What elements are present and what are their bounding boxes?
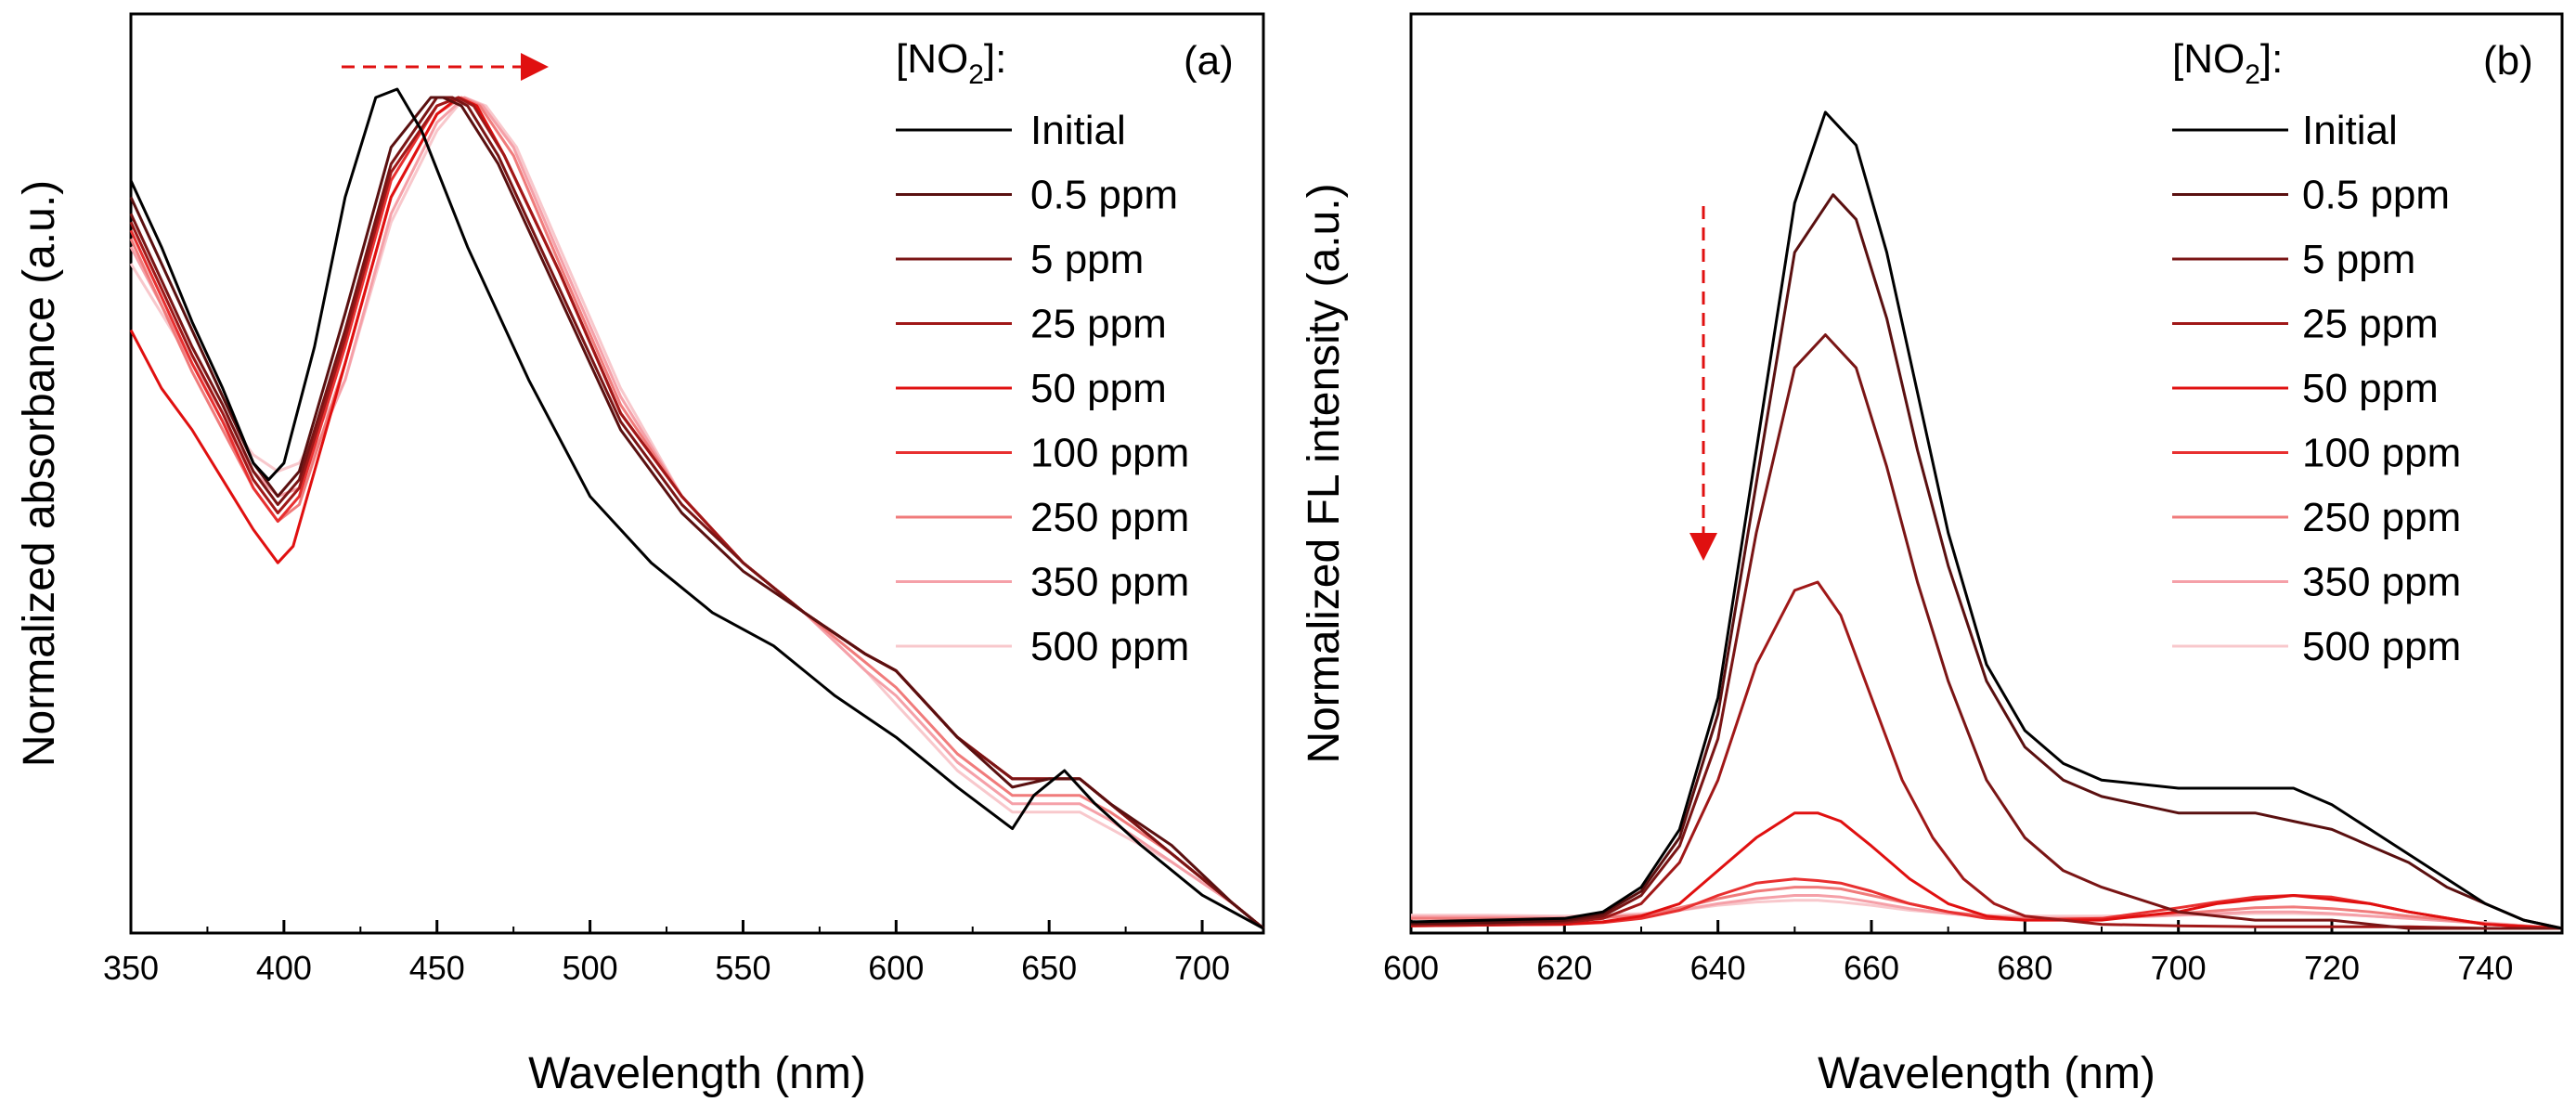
x-tick-label: 450 — [409, 949, 465, 987]
y-axis-title-a: Normalized absorbance (a.u.) — [15, 180, 64, 767]
x-tick-label: 600 — [868, 949, 924, 987]
x-tick-label: 550 — [715, 949, 770, 987]
legend-label: 350 ppm — [2302, 560, 2461, 605]
legend-label: 250 ppm — [1030, 495, 1189, 540]
legend-title-a: [NO2]: — [896, 36, 1006, 90]
series-line-100-ppm — [1410, 877, 2563, 930]
series-lines-a — [129, 87, 1264, 930]
panel-label-a: (a) — [1184, 38, 1234, 84]
series-line-Initial — [1410, 110, 2563, 930]
x-tick-label: 620 — [1536, 949, 1592, 987]
series-line-0_5-ppm — [129, 96, 1264, 930]
series-lines-b — [1410, 110, 2563, 930]
x-tick-label: 650 — [1021, 949, 1077, 987]
y-axis-title-b: Normalized FL intensity (a.u.) — [1300, 183, 1349, 763]
legend-a: Initial 0.5 ppm 5 ppm 25 ppm 50 ppm 100 ppm 25… — [896, 108, 1189, 669]
x-tick-label: 400 — [256, 949, 312, 987]
legend-label: 250 ppm — [2302, 495, 2461, 540]
legend-label: 500 ppm — [1030, 624, 1189, 669]
x-tick-label: 740 — [2457, 949, 2513, 987]
legend-label: 25 ppm — [1030, 302, 1167, 347]
series-line-5-ppm — [1410, 333, 2562, 930]
series-line-500-ppm — [129, 96, 1264, 930]
x-ticks-b: 600 620 640 660 680 700 720 740 — [1383, 920, 2513, 987]
series-line-0_5-ppm — [1410, 193, 2563, 930]
legend-title-b: [NO2]: — [2172, 36, 2283, 90]
legend-label: 500 ppm — [2302, 624, 2461, 669]
plot-frame-b — [1409, 12, 2564, 935]
x-tick-label: 600 — [1383, 949, 1439, 987]
legend-label: 5 ppm — [2302, 237, 2415, 282]
legend-label: 350 ppm — [1030, 560, 1189, 605]
series-line-Initial — [129, 87, 1264, 930]
x-tick-label: 640 — [1690, 949, 1746, 987]
legend-label: 100 ppm — [2302, 431, 2461, 476]
panel-label-b: (b) — [2483, 38, 2533, 84]
x-tick-label: 350 — [103, 949, 159, 987]
series-line-50-ppm — [1410, 811, 2563, 930]
legend-label: 50 ppm — [1030, 366, 1167, 411]
x-tick-label: 720 — [2304, 949, 2360, 987]
plot-frame-a — [129, 12, 1265, 935]
x-tick-label: 500 — [563, 949, 618, 987]
legend-label: 5 ppm — [1030, 237, 1144, 282]
series-line-350-ppm — [129, 96, 1264, 930]
x-axis-title-b: Wavelength (nm) — [1818, 1049, 2155, 1098]
legend-label: 25 ppm — [2302, 302, 2439, 347]
legend-b: Initial 0.5 ppm 5 ppm 25 ppm 50 ppm 100 ppm 25… — [2172, 108, 2461, 669]
x-axis-title-a: Wavelength (nm) — [528, 1049, 866, 1098]
x-tick-label: 660 — [1844, 949, 1899, 987]
panel-a: 350 400 450 500 550 600 650 700 Wavelength (nm)… — [15, 12, 1265, 1098]
legend-label: Initial — [2302, 108, 2398, 153]
legend-label: 0.5 ppm — [1030, 173, 1178, 218]
x-tick-label: 680 — [1997, 949, 2052, 987]
legend-label: 100 ppm — [1030, 431, 1189, 476]
panel-b: 600 620 640 660 680 700 720 740 Wavelength (nm)… — [1300, 12, 2564, 1098]
legend-label: 50 ppm — [2302, 366, 2439, 411]
legend-label: 0.5 ppm — [2302, 173, 2450, 218]
x-ticks-a: 350 400 450 500 550 600 650 700 — [103, 920, 1230, 987]
x-tick-label: 700 — [1174, 949, 1230, 987]
x-tick-label: 700 — [2151, 949, 2207, 987]
series-line-25-ppm — [1410, 580, 2562, 930]
legend-label: Initial — [1030, 108, 1126, 153]
